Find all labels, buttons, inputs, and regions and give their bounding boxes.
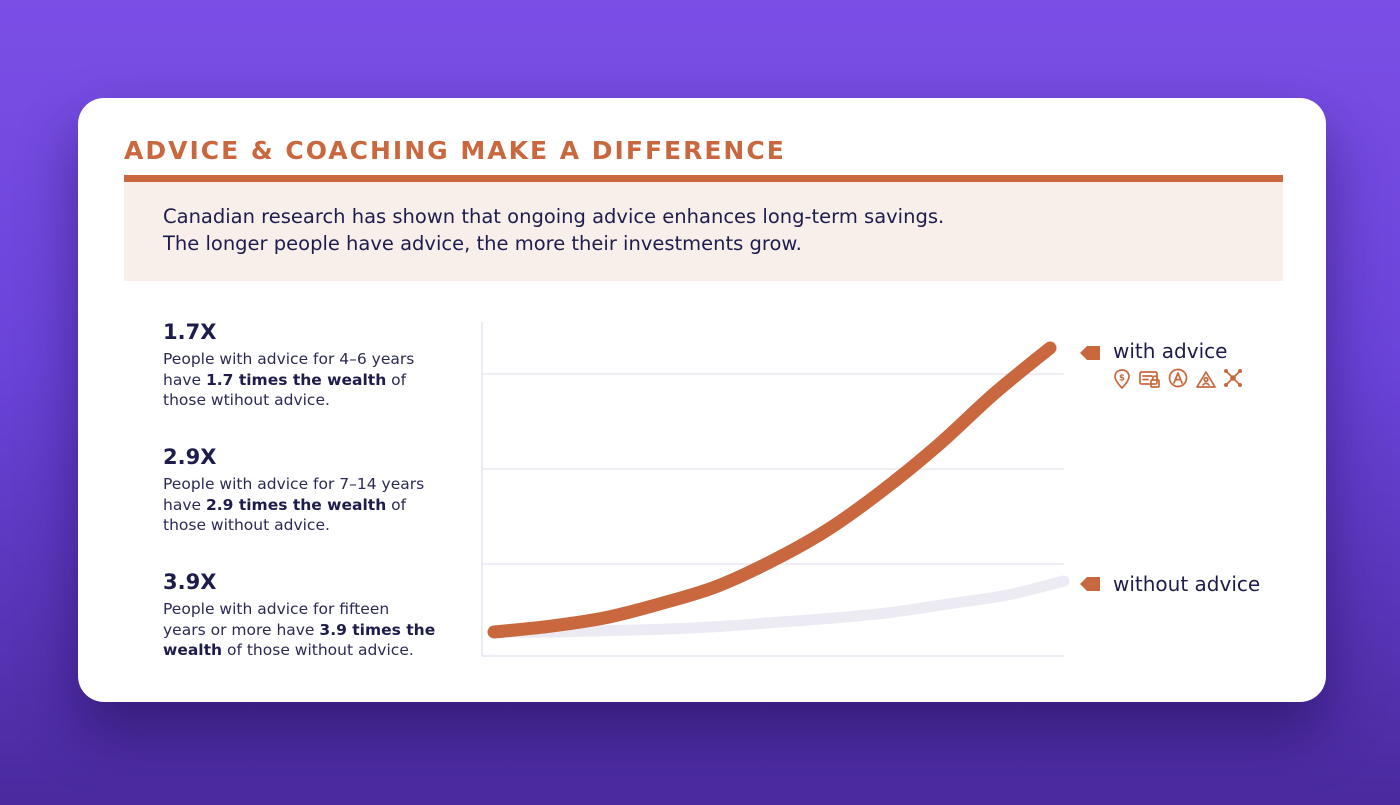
stat-highlight: 2.9 times the wealth (205, 495, 387, 514)
stat-description-line: have 2.9 times the wealth of (163, 495, 463, 516)
stat-text: of those without advice. (222, 641, 414, 659)
dollar-pin-icon: $ (1114, 369, 1130, 389)
stat-text: People with advice for 4–6 years (163, 350, 415, 368)
id-card-lock-icon (1139, 371, 1160, 388)
stat-description-line: wealth of those without advice. (163, 640, 463, 661)
stat-highlight: 3.9 times the (319, 620, 436, 639)
advice-icons: $ (1114, 368, 1242, 389)
stat-description-line: People with advice for fifteen (163, 599, 463, 620)
stat-text: of (386, 370, 407, 389)
stat-description-line: People with advice for 7–14 years (163, 474, 463, 495)
stat-highlight: 1.7 times the wealth (205, 370, 387, 389)
stat-value-1: 1.7X (163, 320, 217, 344)
stat-description-1: People with advice for 4–6 years have 1.7… (163, 349, 463, 411)
stat-value-3: 3.9X (163, 570, 217, 594)
series-line-without-advice (488, 575, 1070, 638)
stat-description-2: People with advice for 7–14 years have 2.… (163, 474, 463, 536)
chart-series (487, 341, 1070, 639)
stat-text: People with advice for 7–14 years (163, 475, 425, 493)
stat-description-3: People with advice for fifteen years or m… (163, 599, 463, 661)
stat-text: have (163, 370, 206, 389)
network-nodes-icon (1224, 369, 1242, 387)
legend-label-with-advice: with advice (1113, 339, 1228, 363)
advice-card: ADVICE & COACHING MAKE A DIFFERENCE Cana… (78, 98, 1326, 702)
legend-marker-without-advice (1080, 577, 1100, 591)
series-line-with-advice (487, 341, 1057, 639)
stat-description-line: those without advice. (163, 515, 463, 536)
legend-marker-with-advice (1080, 346, 1100, 360)
growth-chart (481, 322, 1100, 657)
stat-description-line: those wtihout advice. (163, 390, 463, 411)
legend-markers (1080, 346, 1100, 591)
mountain-person-icon (1196, 371, 1216, 388)
stat-description-line: have 1.7 times the wealth of (163, 370, 463, 391)
stat-text: of (386, 495, 407, 514)
svg-text:$: $ (1119, 374, 1125, 384)
stat-description-line: People with advice for 4–6 years (163, 349, 463, 370)
intro-line-1: Canadian research has shown that ongoing… (163, 205, 945, 228)
stat-text: those without advice. (163, 516, 330, 534)
stat-text: years or more have (163, 620, 320, 639)
intro-line-2: The longer people have advice, the more … (163, 232, 802, 255)
intro-panel: Canadian research has shown that ongoing… (124, 182, 1283, 281)
stat-text: People with advice for fifteen (163, 600, 390, 618)
stat-text: those wtihout advice. (163, 391, 330, 409)
circle-a-icon (1168, 368, 1188, 388)
page-title: ADVICE & COACHING MAKE A DIFFERENCE (124, 136, 786, 165)
legend-label-without-advice: without advice (1113, 572, 1261, 596)
stat-value-2: 2.9X (163, 445, 217, 469)
title-divider (124, 175, 1283, 182)
stat-highlight: wealth (163, 641, 223, 659)
stat-text: have (163, 495, 206, 514)
stat-description-line: years or more have 3.9 times the (163, 620, 463, 641)
